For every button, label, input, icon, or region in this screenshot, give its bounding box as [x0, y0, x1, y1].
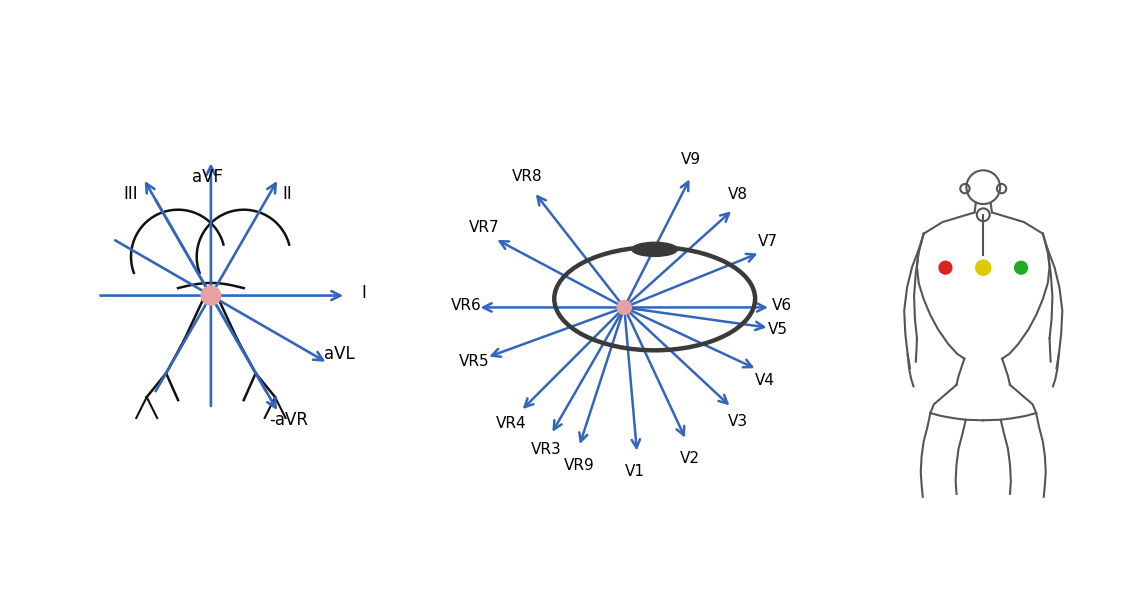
Circle shape — [939, 262, 952, 274]
Circle shape — [1015, 262, 1027, 274]
Text: III: III — [123, 185, 138, 203]
Text: VR3: VR3 — [531, 442, 562, 457]
Circle shape — [202, 286, 220, 305]
Text: V9: V9 — [681, 152, 701, 167]
Text: VR9: VR9 — [563, 458, 594, 473]
Text: I: I — [361, 284, 366, 302]
Text: VR5: VR5 — [459, 355, 490, 370]
Text: VR7: VR7 — [469, 220, 499, 236]
Text: V5: V5 — [768, 323, 788, 338]
Text: II: II — [283, 185, 292, 203]
Text: VR4: VR4 — [496, 416, 527, 431]
Text: aVL: aVL — [324, 345, 355, 363]
Text: V1: V1 — [625, 464, 645, 480]
Text: V3: V3 — [728, 414, 748, 429]
Text: V2: V2 — [679, 451, 700, 466]
Text: VR6: VR6 — [450, 298, 481, 313]
Ellipse shape — [632, 242, 677, 257]
Text: V8: V8 — [727, 187, 748, 202]
Text: V4: V4 — [755, 373, 775, 388]
Circle shape — [617, 300, 632, 315]
Text: V6: V6 — [772, 298, 792, 313]
Circle shape — [976, 260, 991, 275]
Text: VR8: VR8 — [512, 169, 543, 184]
Text: -aVR: -aVR — [269, 411, 308, 429]
Text: aVF: aVF — [192, 168, 222, 186]
Text: V7: V7 — [758, 234, 777, 249]
